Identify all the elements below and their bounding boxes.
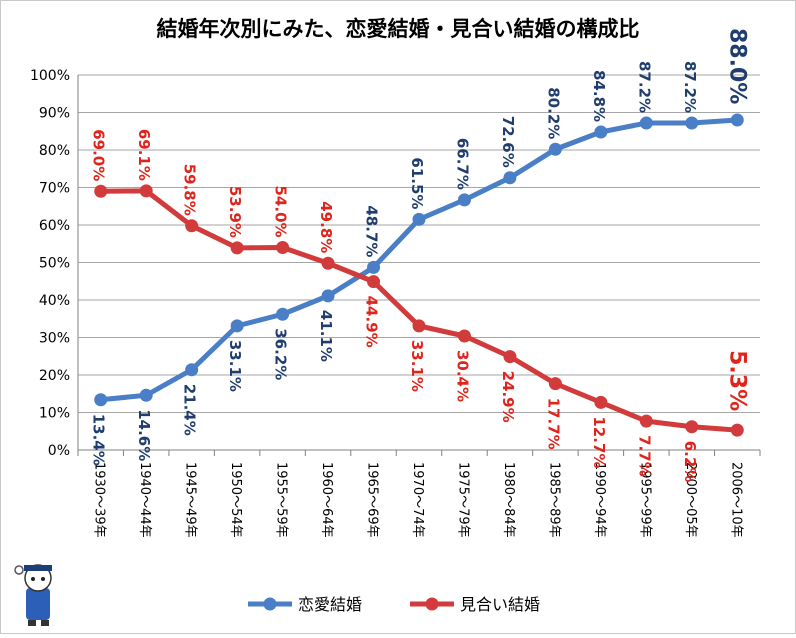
love-marriage-data-label: 13.4% [90,414,108,466]
love-marriage-data-label: 66.7% [453,138,471,190]
arranged-marriage-data-label: 44.9% [363,296,381,348]
love-marriage-point [503,171,517,185]
x-tick-label: 1960～64年 [319,462,334,538]
love-marriage-data-label: 88.0% [724,28,749,104]
love-marriage-data-label: 84.8% [590,70,608,122]
love-marriage-point [139,388,153,402]
arranged-marriage-data-label: 49.8% [317,201,335,253]
arranged-marriage-data-label: 5.3% [724,350,749,411]
arranged-marriage-point [276,241,290,254]
love-marriage-point [321,289,335,303]
love-marriage-point [412,212,426,226]
arranged-marriage-data-label: 33.1% [408,340,426,392]
arranged-marriage-data-label: 17.7% [544,398,562,450]
x-tick-label: 1950～54年 [228,462,243,538]
x-tick-label: 1985～89年 [546,462,561,538]
love-marriage-data-label: 48.7% [363,205,381,257]
arranged-marriage-data-label: 30.4% [453,350,471,402]
y-tick-label: 20% [39,368,70,384]
x-tick-label: 1965～69年 [365,462,380,538]
arranged-marriage-data-label: 54.0% [272,186,290,238]
arranged-marriage-point [730,423,744,437]
love-marriage-data-label: 87.2% [681,61,699,113]
love-marriage-point [548,142,562,156]
legend-love-marker [263,597,277,611]
arranged-marriage-point [94,184,108,198]
love-marriage-data-label: 33.1% [226,340,244,392]
arranged-marriage-point [503,350,517,364]
x-tick-label: 1930～39年 [92,462,107,538]
y-tick-label: 40% [39,293,70,309]
y-tick-label: 80% [39,143,70,159]
y-tick-label: 50% [39,256,70,272]
arranged-marriage-point [230,241,244,255]
arranged-marriage-data-label: 59.8% [181,164,199,216]
love-marriage-data-label: 80.2% [544,87,562,139]
legend-love-label: 恋愛結婚 [298,595,362,614]
x-tick-label: 2000～05年 [683,462,698,538]
love-marriage-point [639,116,653,130]
arranged-marriage-data-label: 6.2% [681,441,699,483]
arranged-marriage-data-label: 53.9% [226,186,244,238]
arranged-marriage-point [412,319,426,333]
arranged-marriage-point [367,275,381,289]
love-marriage-data-label: 72.6% [499,116,517,168]
chart-title: 結婚年次別にみた、恋愛結婚・見合い結婚の構成比 [157,17,640,41]
love-marriage-data-label: 87.2% [635,61,653,113]
x-tick-label: 1970～74年 [410,462,425,538]
arranged-marriage-point [639,414,653,428]
love-marriage-data-label: 61.5% [408,157,426,209]
x-tick-label: 1955～59年 [274,462,289,538]
arranged-marriage-point [548,377,562,391]
arranged-marriage-point [139,184,153,198]
love-marriage-point [457,193,471,207]
love-marriage-point [367,260,381,274]
love-marriage-point [276,307,290,321]
y-tick-label: 100% [30,68,70,84]
love-marriage-data-label: 21.4% [181,384,199,436]
love-marriage-point [185,363,199,377]
x-tick-label: 1980～84年 [501,462,516,538]
love-marriage-data-label: 41.1% [317,310,335,362]
arranged-marriage-data-label: 7.7% [635,435,653,477]
love-marriage-point [685,116,699,130]
mascot-illustration [14,564,52,626]
y-tick-label: 10% [39,406,70,422]
arranged-marriage-data-label: 69.1% [135,129,153,181]
y-tick-label: 90% [39,106,70,122]
x-tick-label: 1945～49年 [183,462,198,538]
love-marriage-data-label: 36.2% [272,328,290,380]
arranged-marriage-data-label: 12.7% [590,416,608,468]
arranged-marriage-point [594,395,608,409]
love-marriage-data-label: 14.6% [135,409,153,461]
y-tick-label: 0% [48,443,70,459]
love-marriage-point [730,113,744,127]
x-tick-label: 1975～79年 [455,462,470,538]
arranged-marriage-data-label: 24.9% [499,371,517,423]
x-tick-label: 1940～44年 [137,462,152,538]
arranged-marriage-data-label: 69.0% [90,129,108,181]
legend-arranged-marker [425,597,439,611]
y-tick-label: 60% [39,218,70,234]
x-tick-label: 2006～10年 [728,462,743,538]
legend-arranged-label: 見合い結婚 [460,595,540,614]
love-marriage-point [594,125,608,139]
arranged-marriage-point [185,219,199,233]
y-tick-label: 70% [39,181,70,197]
arranged-marriage-point [321,256,335,270]
love-marriage-point [94,393,108,407]
love-marriage-point [230,319,244,333]
arranged-marriage-point [685,420,699,434]
x-tick-label: 1990～94年 [592,462,607,538]
arranged-marriage-point [457,329,471,343]
y-tick-label: 30% [39,331,70,347]
x-tick-label: 1995～99年 [637,462,652,538]
